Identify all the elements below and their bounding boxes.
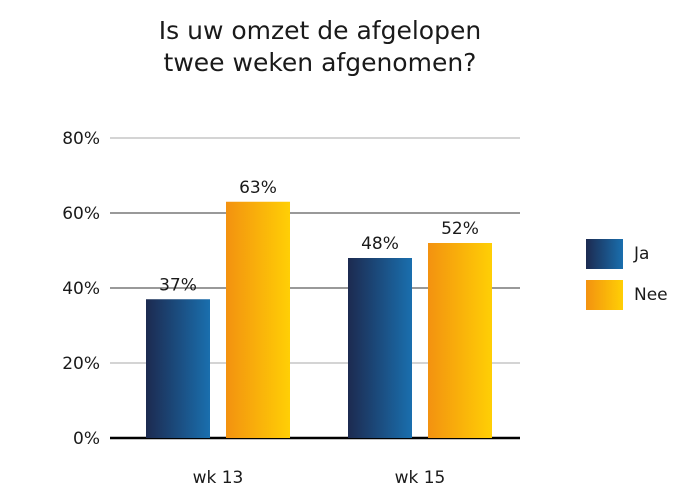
chart-title-line-2: twee weken afgenomen? [163,48,477,77]
legend-swatch-ja [586,239,623,269]
data-label: 37% [159,275,197,295]
bar-ja-wk-13 [146,299,210,438]
data-label: 63% [239,178,277,198]
y-tick-label: 60% [62,204,100,224]
y-tick-label: 80% [62,129,100,149]
bar-nee-wk-15 [428,243,492,438]
bar-nee-wk-13 [226,201,290,438]
legend-item-nee: Nee [586,280,668,310]
x-category-label: wk 15 [395,468,446,488]
y-tick-label: 40% [62,279,100,299]
chart-title-line-1: Is uw omzet de afgelopen [158,16,482,45]
y-tick-label: 20% [62,354,100,374]
legend-swatch-nee [586,280,623,310]
x-category-label: wk 13 [193,468,244,488]
legend-item-ja: Ja [586,239,649,269]
data-label: 52% [441,219,479,239]
bar-ja-wk-15 [348,258,412,438]
data-label: 48% [361,234,399,254]
legend-label-nee: Nee [634,285,668,305]
y-tick-label: 0% [73,429,100,449]
legend-label-ja: Ja [634,244,650,264]
